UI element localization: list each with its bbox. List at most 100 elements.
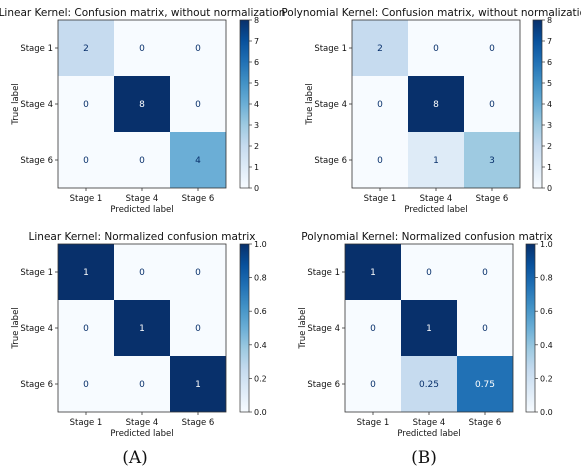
colorbar-tick-label: 3 (254, 121, 259, 130)
heatmap-cell (58, 300, 114, 356)
heatmap-cell (352, 76, 408, 132)
colorbar-tick-label: 1 (254, 163, 259, 172)
cell-value-label: 0 (370, 324, 376, 334)
heatmap-cell (352, 20, 408, 76)
cell-value-label: 2 (377, 44, 383, 54)
cell-value-label: 1 (370, 268, 376, 278)
heatmap-cell (114, 76, 170, 132)
y-tick-label: Stage 6 (307, 380, 340, 390)
heatmap-cell (170, 244, 226, 300)
heatmap-cell (457, 356, 513, 412)
x-tick-label: Stage 1 (70, 418, 103, 428)
cell-value-label: 0 (195, 324, 201, 334)
x-tick-label: Stage 1 (357, 418, 390, 428)
panel-caption-a: (A) (122, 448, 148, 468)
heatmap-cell (457, 300, 513, 356)
heatmap-cell (408, 76, 464, 132)
x-tick-label: Stage 4 (413, 418, 446, 428)
x-tick-label: Stage 4 (420, 194, 453, 204)
cell-value-label: 0 (377, 100, 383, 110)
colorbar-tick-label: 5 (254, 79, 259, 88)
cell-value-label: 1 (426, 324, 432, 334)
colorbar (525, 243, 536, 413)
cell-value-label: 8 (433, 100, 439, 110)
heatmap-cell (170, 20, 226, 76)
cell-value-label: 0 (83, 100, 89, 110)
cell-value-label: 0.25 (419, 380, 439, 390)
colorbar-tick-label: 2 (547, 142, 552, 151)
colorbar (532, 19, 543, 189)
colorbar-tick-label: 0 (547, 184, 552, 193)
y-tick-label: Stage 1 (20, 268, 53, 278)
y-tick-label: Stage 1 (20, 44, 53, 54)
colorbar-tick-label: 2 (254, 142, 259, 151)
heatmap-cell (114, 356, 170, 412)
cell-value-label: 0 (489, 44, 495, 54)
cell-value-label: 0 (433, 44, 439, 54)
cell-value-label: 4 (195, 156, 201, 166)
chart-title: Polynomial Kernel: Confusion matrix, wit… (281, 7, 581, 19)
colorbar-tick-label: 0.0 (540, 408, 553, 417)
colorbar-tick-label: 4 (254, 100, 259, 109)
heatmap-cell (408, 20, 464, 76)
cell-value-label: 0 (139, 380, 145, 390)
x-axis-label: Predicted label (404, 205, 467, 215)
chart-title: Linear Kernel: Normalized confusion matr… (29, 231, 256, 243)
y-tick-label: Stage 6 (20, 156, 53, 166)
cell-value-label: 0 (139, 268, 145, 278)
cell-value-label: 0 (482, 324, 488, 334)
x-tick-label: Stage 4 (126, 194, 159, 204)
heatmap-cell (408, 132, 464, 188)
colorbar-tick-label: 0.2 (254, 374, 267, 383)
x-axis-label: Predicted label (397, 429, 460, 439)
cell-value-label: 1 (195, 380, 201, 390)
x-tick-label: Stage 6 (182, 418, 215, 428)
cell-value-label: 2 (83, 44, 89, 54)
heatmap-cell (345, 300, 401, 356)
colorbar-tick-label: 0.0 (254, 408, 267, 417)
heatmap-cell (464, 20, 520, 76)
cell-value-label: 0 (83, 324, 89, 334)
cell-value-label: 1 (83, 268, 89, 278)
colorbar-tick-label: 1 (547, 163, 552, 172)
colorbar-tick-label: 3 (547, 121, 552, 130)
colorbar-tick-label: 0.4 (540, 341, 553, 350)
cell-value-label: 0 (370, 380, 376, 390)
heatmap-cell (58, 356, 114, 412)
cell-value-label: 0 (195, 44, 201, 54)
heatmap-cell (114, 244, 170, 300)
x-axis-label: Predicted label (110, 429, 173, 439)
colorbar-tick-label: 0.2 (540, 374, 553, 383)
heatmap-cell (401, 356, 457, 412)
cell-value-label: 1 (139, 324, 145, 334)
colorbar-tick-label: 1.0 (254, 240, 267, 249)
cell-value-label: 0 (139, 44, 145, 54)
colorbar-tick-label: 4 (547, 100, 552, 109)
heatmap-cell (464, 132, 520, 188)
colorbar-tick-label: 0 (254, 184, 259, 193)
colorbar-tick-label: 8 (547, 16, 552, 25)
x-tick-label: Stage 1 (70, 194, 103, 204)
cell-value-label: 0 (83, 380, 89, 390)
cell-value-label: 0 (482, 268, 488, 278)
heatmap-cell (170, 76, 226, 132)
cell-value-label: 0 (195, 268, 201, 278)
x-tick-label: Stage 1 (364, 194, 397, 204)
y-tick-label: Stage 1 (314, 44, 347, 54)
heatmap-cell (352, 132, 408, 188)
colorbar-tick-label: 0.8 (254, 274, 267, 283)
panel-caption-b: (B) (411, 448, 437, 468)
x-tick-label: Stage 6 (469, 418, 502, 428)
chart-title: Polynomial Kernel: Normalized confusion … (301, 231, 552, 243)
heatmap-cell (170, 300, 226, 356)
heatmap-cell (345, 244, 401, 300)
heatmap-cell (457, 244, 513, 300)
cell-value-label: 0 (83, 156, 89, 166)
colorbar-tick-label: 7 (547, 37, 552, 46)
heatmap-cell (170, 356, 226, 412)
y-tick-label: Stage 4 (307, 324, 340, 334)
cell-value-label: 0 (195, 100, 201, 110)
y-tick-label: Stage 6 (314, 156, 347, 166)
y-axis-label: True label (11, 83, 21, 125)
